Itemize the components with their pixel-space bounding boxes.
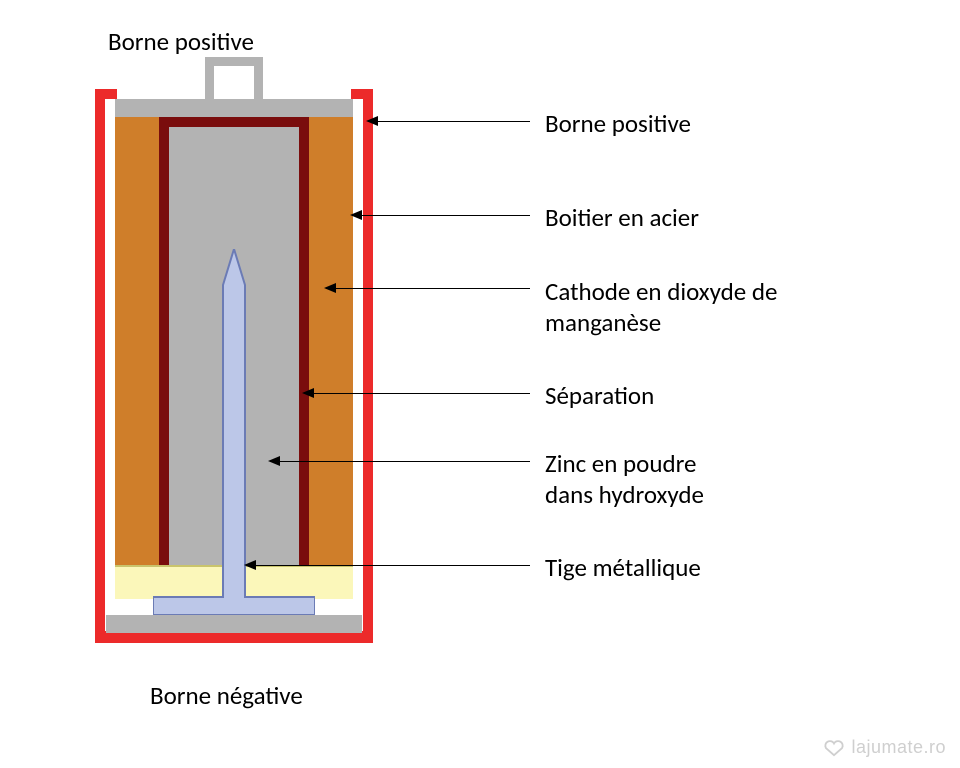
separator-top: [159, 117, 309, 127]
watermark-text: lajumate.ro: [851, 737, 946, 757]
label-top-positive: Borne positive: [108, 26, 254, 57]
label-zinc: Zinc en poudre dans hydroxyde: [545, 448, 704, 511]
arrow-rod: [246, 565, 530, 566]
arrow-head-separator: [302, 388, 314, 398]
arrow-head-positive: [366, 116, 378, 126]
diagram-stage: Borne positive Borne positive Boitier en …: [0, 0, 960, 768]
outer-case-lip-left: [95, 89, 117, 99]
label-positive: Borne positive: [545, 108, 691, 139]
arrow-separator: [304, 393, 530, 394]
outer-case-lip-right: [351, 89, 373, 99]
arrow-head-rod: [244, 560, 256, 570]
arrow-head-cathode: [324, 283, 336, 293]
arrow-head-case: [350, 210, 362, 220]
label-rod: Tige métallique: [545, 552, 701, 583]
cathode-right: [309, 117, 353, 565]
arrow-case: [352, 215, 530, 216]
label-separator: Séparation: [545, 380, 654, 411]
top-cap-plate: [115, 99, 353, 117]
arrow-head-zinc: [268, 456, 280, 466]
arrow-positive: [368, 121, 530, 122]
label-bottom-negative: Borne négative: [150, 680, 303, 711]
arrow-zinc: [270, 461, 530, 462]
arrow-cathode: [326, 288, 530, 289]
collector-rod: [153, 249, 315, 615]
label-case: Boitier en acier: [545, 202, 699, 233]
watermark: lajumate.ro: [823, 737, 946, 758]
label-cathode: Cathode en dioxyde de manganèse: [545, 276, 777, 339]
bottom-plate: [106, 615, 362, 633]
top-cap-nub-hollow: [214, 66, 254, 99]
